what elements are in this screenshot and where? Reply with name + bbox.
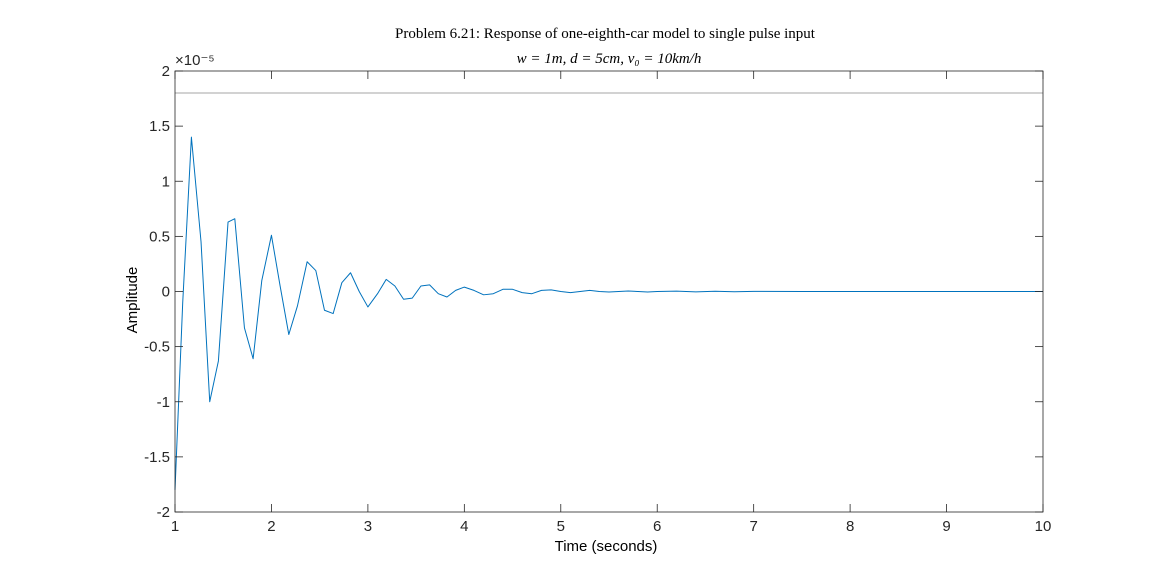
x-tick-label: 6 <box>653 518 661 535</box>
plot-content <box>174 92 1043 490</box>
x-tick-label: 8 <box>846 518 854 535</box>
y-tick-label: 0 <box>162 284 170 301</box>
y-axis-label: Amplitude <box>124 267 141 334</box>
y-tick-label: -2 <box>157 504 170 521</box>
y-tick-label: -1.5 <box>144 449 170 466</box>
x-tick-label: 2 <box>267 518 275 535</box>
y-tick-label: 2 <box>162 63 170 80</box>
y-tick-label: 1 <box>162 173 170 190</box>
chart-title: Problem 6.21: Response of one-eighth-car… <box>395 26 816 42</box>
y-tick-label: -1 <box>157 394 170 411</box>
x-tick-label: 9 <box>942 518 950 535</box>
x-tick-label: 4 <box>460 518 468 535</box>
x-axis-label: Time (seconds) <box>555 538 658 555</box>
x-tick-label: 5 <box>557 518 565 535</box>
x-tick-label: 3 <box>364 518 372 535</box>
x-tick-label: 7 <box>749 518 757 535</box>
series-line-0 <box>174 136 1043 490</box>
y-exponent-label: ×10⁻⁵ <box>175 52 215 69</box>
axis-ticks: 1 2 3 4 5 6 7 8 9 10 -2 -1.5 -1 -0.5 0 0.5 1 1.5 2 <box>144 63 1051 535</box>
y-tick-label: 0.5 <box>149 228 170 245</box>
y-tick-label: 1.5 <box>149 118 170 135</box>
x-tick-label: 10 <box>1035 518 1052 535</box>
y-tick-label: -0.5 <box>144 339 170 356</box>
chart-subtitle: w = 1m, d = 5cm, v₀ = 10km/h <box>517 51 702 67</box>
x-tick-label: 1 <box>171 518 179 535</box>
